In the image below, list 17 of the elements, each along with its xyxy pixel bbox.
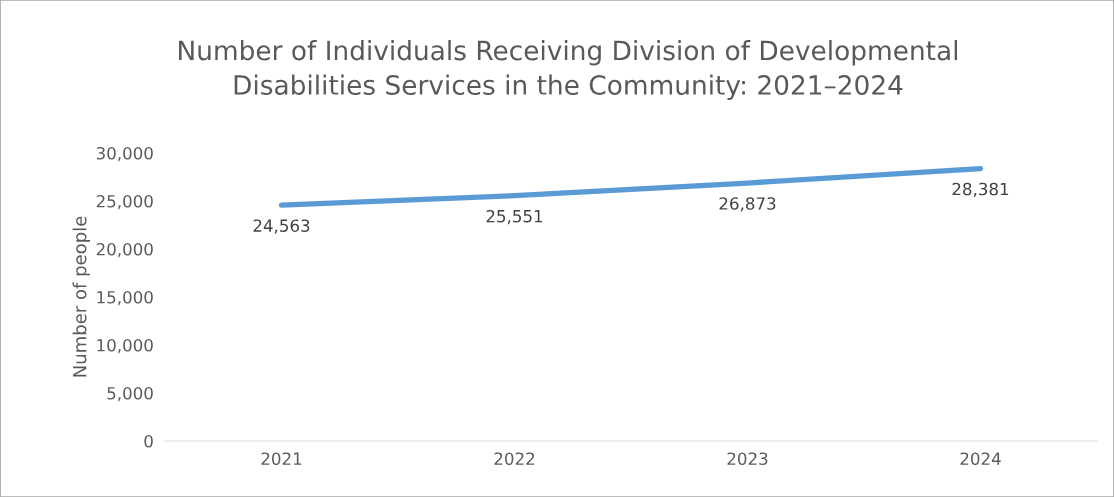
data-label: 25,551 [486, 209, 543, 225]
data-label: 28,381 [952, 182, 1009, 198]
x-tick-label: 2022 [494, 452, 535, 466]
data-label: 24,563 [253, 219, 310, 234]
y-tick-label: 0 [144, 434, 153, 448]
chart-title: Number of Individuals Receiving Division of Developmental Disabilities Services in the Community: 2021–2024 [179, 40, 958, 101]
y-tick-label: 25,000 [96, 194, 153, 210]
data-label: 26,873 [719, 197, 776, 212]
y-axis-title: Number of people [72, 216, 91, 377]
y-tick-label: 10,000 [97, 338, 153, 354]
y-tick-label: 15,000 [97, 290, 153, 306]
x-tick-label: 2024 [960, 452, 1001, 466]
x-tick-label: 2021 [261, 452, 302, 466]
x-tick-label: 2023 [727, 452, 768, 466]
y-tick-label: 30,000 [96, 146, 153, 162]
y-tick-label: 20,000 [96, 242, 153, 258]
y-tick-label: 5,000 [107, 386, 153, 402]
